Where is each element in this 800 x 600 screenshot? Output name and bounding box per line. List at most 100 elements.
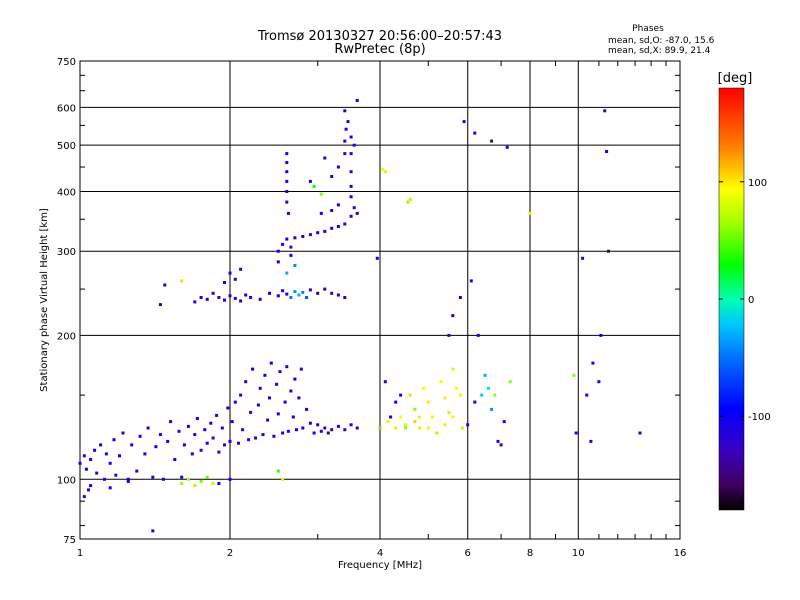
y-tick-label: 400 xyxy=(57,187,76,198)
data-point xyxy=(289,389,293,393)
x-tick-label: 2 xyxy=(227,548,233,559)
data-point xyxy=(211,482,215,485)
data-point xyxy=(239,299,243,303)
data-point xyxy=(375,256,379,260)
data-point xyxy=(404,423,407,427)
data-point xyxy=(301,426,305,430)
phases-line-o: mean, sd,O: -87.0, 15.6 xyxy=(608,36,715,46)
data-point xyxy=(336,293,340,297)
data-point xyxy=(330,428,334,432)
x-tick-label: 8 xyxy=(527,548,533,559)
data-point xyxy=(418,415,421,419)
data-point xyxy=(289,245,293,249)
data-point xyxy=(455,386,459,390)
x-tick-label: 16 xyxy=(674,548,687,559)
data-point xyxy=(355,99,359,102)
data-point xyxy=(326,431,330,435)
plot-area: 1 2 4 6 8 10 16 75 100 200 300 400 500 600 750 xyxy=(57,57,686,559)
data-point xyxy=(163,283,167,287)
data-point xyxy=(285,200,289,204)
data-point xyxy=(293,377,297,381)
data-point xyxy=(177,429,181,433)
data-point xyxy=(418,426,421,430)
data-point xyxy=(285,271,289,275)
y-tick-label: 750 xyxy=(57,57,76,68)
data-point xyxy=(244,380,248,384)
data-point xyxy=(281,431,285,435)
data-point xyxy=(581,256,585,260)
data-point xyxy=(603,109,607,113)
data-point xyxy=(180,482,184,485)
data-point xyxy=(505,145,509,149)
data-point xyxy=(103,477,106,481)
data-point xyxy=(233,296,237,300)
data-point xyxy=(406,200,410,204)
data-point xyxy=(289,253,293,257)
colorbar: [deg] 100 0 -100 xyxy=(718,71,771,511)
data-point xyxy=(508,380,512,384)
data-point xyxy=(135,469,139,473)
data-point xyxy=(228,271,232,275)
data-point xyxy=(308,288,312,292)
y-tick-label: 600 xyxy=(57,103,76,114)
data-point xyxy=(344,127,348,131)
colorbar-gradient xyxy=(718,87,745,511)
data-point xyxy=(180,475,184,479)
data-point xyxy=(89,484,93,488)
data-point xyxy=(121,431,125,435)
data-point xyxy=(585,393,589,397)
data-point xyxy=(316,231,320,235)
data-point xyxy=(352,206,356,210)
data-point xyxy=(330,209,334,212)
data-point xyxy=(126,479,130,483)
data-point xyxy=(228,477,232,481)
data-point xyxy=(413,420,417,424)
data-point xyxy=(605,150,609,153)
data-point xyxy=(239,393,243,397)
y-axis-label: Stationary phase Virtual Height [km] xyxy=(39,208,50,392)
data-point xyxy=(193,300,197,304)
colorbar-tick-label: 100 xyxy=(748,178,767,189)
data-point xyxy=(180,279,184,283)
data-point xyxy=(143,452,147,456)
data-point xyxy=(112,438,116,442)
data-point xyxy=(343,109,347,113)
data-point xyxy=(447,410,451,414)
data-point xyxy=(443,423,447,427)
data-point xyxy=(597,380,601,384)
data-point xyxy=(591,361,595,365)
data-point xyxy=(343,139,347,143)
data-point xyxy=(466,423,470,427)
data-point xyxy=(473,131,477,135)
data-point xyxy=(574,431,578,435)
data-point xyxy=(281,477,285,481)
data-point xyxy=(258,386,262,390)
data-point xyxy=(199,479,203,483)
data-point xyxy=(439,380,443,384)
data-point xyxy=(343,296,347,299)
data-point xyxy=(589,439,593,443)
data-point xyxy=(161,477,165,481)
data-point xyxy=(480,393,484,397)
data-point xyxy=(399,393,403,397)
data-point xyxy=(355,211,359,215)
data-point xyxy=(286,429,290,433)
data-point xyxy=(476,333,480,337)
data-point xyxy=(186,424,190,428)
x-tick-label: 4 xyxy=(377,548,383,559)
data-point xyxy=(460,426,464,430)
data-point xyxy=(146,426,150,430)
data-point xyxy=(316,423,320,427)
data-point xyxy=(130,443,134,447)
data-point xyxy=(349,195,353,199)
data-point xyxy=(190,452,194,456)
data-point xyxy=(215,413,219,417)
data-point xyxy=(93,448,97,452)
data-point xyxy=(108,486,112,490)
data-point xyxy=(305,296,309,299)
data-point xyxy=(285,237,289,241)
x-axis-ticks: 1 2 4 6 8 10 16 xyxy=(77,61,687,559)
data-point xyxy=(251,367,255,371)
data-point xyxy=(223,443,226,447)
